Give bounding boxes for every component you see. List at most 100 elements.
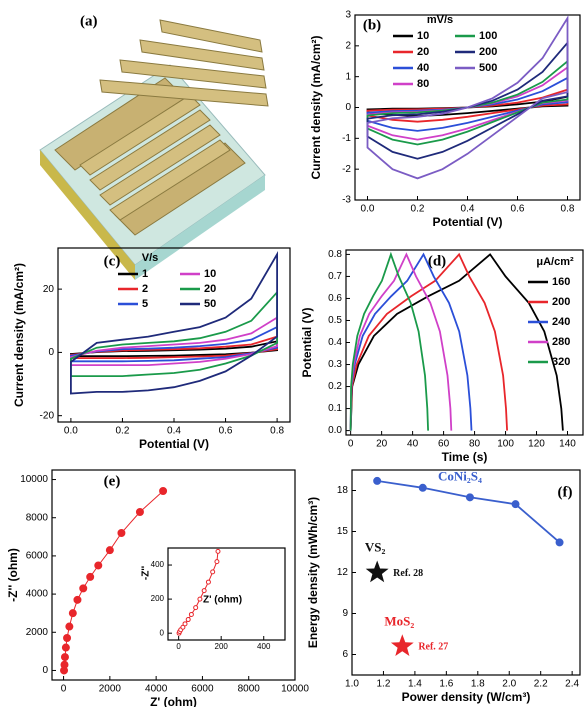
x-tick-label: 400 <box>257 642 271 651</box>
x-tick-label: 0.2 <box>411 204 425 215</box>
x-tick-label: 1.6 <box>439 679 453 690</box>
panel-label: (d) <box>428 253 446 269</box>
point-marker <box>373 476 382 485</box>
series-line <box>377 480 561 544</box>
legend-title: μA/cm² <box>536 256 574 268</box>
legend-label: 10 <box>417 30 429 42</box>
legend-label: 240 <box>552 316 570 328</box>
substrate-side <box>135 175 265 280</box>
series-line <box>349 252 508 431</box>
y-tick-label: -20 <box>40 410 55 421</box>
y-tick-label: 4000 <box>26 589 49 600</box>
y-tick-label: 1 <box>345 71 351 82</box>
legend-label: 40 <box>417 62 429 74</box>
y-tick-label: 400 <box>151 560 165 569</box>
x-tick-label: 6000 <box>191 684 214 695</box>
legend-label: 10 <box>204 268 216 280</box>
star-marker <box>390 634 414 656</box>
x-tick-label: 80 <box>469 439 481 450</box>
point-marker <box>555 538 564 547</box>
series-line <box>70 315 278 366</box>
plot-frame <box>51 469 296 681</box>
point-marker <box>511 500 520 509</box>
x-tick-label: 120 <box>528 439 545 450</box>
series-line <box>70 250 278 395</box>
panel-label: (b) <box>363 17 381 33</box>
point-marker <box>60 660 69 669</box>
series-name: VS₂ <box>365 539 386 554</box>
chart: 0 2000 4000 6000 8000 10000020004000600080001… <box>6 469 309 707</box>
point-marker <box>205 579 211 585</box>
x-tick-label: 100 <box>497 439 514 450</box>
y-tick-label: 0.5 <box>328 315 342 326</box>
x-tick-label: 0.8 <box>561 204 575 215</box>
x-tick-label: 2.2 <box>534 679 548 690</box>
x-tick-label: 0 <box>348 439 354 450</box>
x-axis-label: Z' (ohm) <box>203 595 242 606</box>
legend-label: 160 <box>552 276 570 288</box>
x-tick-label: 2000 <box>99 684 122 695</box>
legend-title: V/s <box>142 252 159 264</box>
point-marker <box>465 493 474 502</box>
y-tick-label: 0.8 <box>328 249 342 260</box>
legend-label: 320 <box>552 356 570 368</box>
y-tick-label: 2000 <box>26 627 49 638</box>
point-marker <box>135 508 144 516</box>
panel-label: (c) <box>104 253 121 269</box>
y-tick-label: 0.3 <box>328 359 342 370</box>
legend-label: 200 <box>479 46 497 58</box>
y-axis-label: -Z'' (ohm) <box>6 548 20 602</box>
y-tick-label: 0.2 <box>328 381 342 392</box>
chart: 0.0 0.2 0.4 0.6 0.8 -3 -2 -1 0 1 2 3 Potential (V) Cu… <box>309 10 581 229</box>
point-marker <box>214 559 220 565</box>
legend-label: 200 <box>552 296 570 308</box>
series-line <box>366 40 569 160</box>
x-tick-label: 0.4 <box>167 426 181 437</box>
x-tick-label: 0.6 <box>219 426 233 437</box>
x-tick-label: 20 <box>376 439 388 450</box>
plot-frame <box>167 547 286 641</box>
point-marker <box>201 588 207 594</box>
point-marker <box>159 487 168 495</box>
y-tick-label: 3 <box>345 10 351 21</box>
point-marker <box>65 622 74 631</box>
y-tick-label: 0.6 <box>328 293 342 304</box>
series-line <box>70 335 278 359</box>
point-marker <box>182 621 188 627</box>
y-tick-label: 20 <box>43 284 55 295</box>
x-tick-label: 200 <box>215 642 229 651</box>
legend-label: 20 <box>417 46 429 58</box>
series-line <box>349 252 473 431</box>
x-tick-label: 0.0 <box>64 426 78 437</box>
x-tick-label: 8000 <box>238 684 261 695</box>
x-tick-label: 1.8 <box>471 679 485 690</box>
point-marker <box>73 595 82 604</box>
y-tick-label: 12 <box>337 567 349 578</box>
legend-label: 80 <box>417 78 429 90</box>
legend-label: 1 <box>142 268 148 280</box>
series-line <box>366 88 569 123</box>
y-tick-label: -2 <box>342 164 351 175</box>
y-tick-label: 0 <box>160 628 165 637</box>
chart: 0 200 400 0 200 400 Z' (ohm) -Z'' <box>141 547 286 651</box>
x-tick-label: 0.8 <box>270 426 284 437</box>
y-tick-label: 18 <box>337 485 349 496</box>
chart: 1.0 1.2 1.4 1.6 1.8 2.0 2.2 2.4 6 9 12 15 18 Power de… <box>306 468 581 704</box>
y-tick-label: 9 <box>342 608 348 619</box>
x-tick-label: 10000 <box>281 684 309 695</box>
point-marker <box>86 572 95 581</box>
x-tick-label: 0.2 <box>115 426 129 437</box>
x-tick-label: 1.4 <box>408 679 422 690</box>
x-tick-label: 1.0 <box>345 679 359 690</box>
point-marker <box>197 596 203 602</box>
point-marker <box>61 643 70 652</box>
x-tick-label: 0.0 <box>361 204 375 215</box>
chart: 0.0 0.2 0.4 0.6 0.8 -20 0 20 Potential (V) Curren… <box>12 247 291 451</box>
x-tick-label: 0 <box>61 684 67 695</box>
x-axis-label: Z' (ohm) <box>150 695 197 707</box>
y-tick-label: -3 <box>342 195 351 206</box>
y-tick-label: 0.7 <box>328 271 342 282</box>
y-tick-label: 15 <box>337 526 349 537</box>
point-marker <box>185 617 191 623</box>
x-tick-label: 2.4 <box>565 679 579 690</box>
